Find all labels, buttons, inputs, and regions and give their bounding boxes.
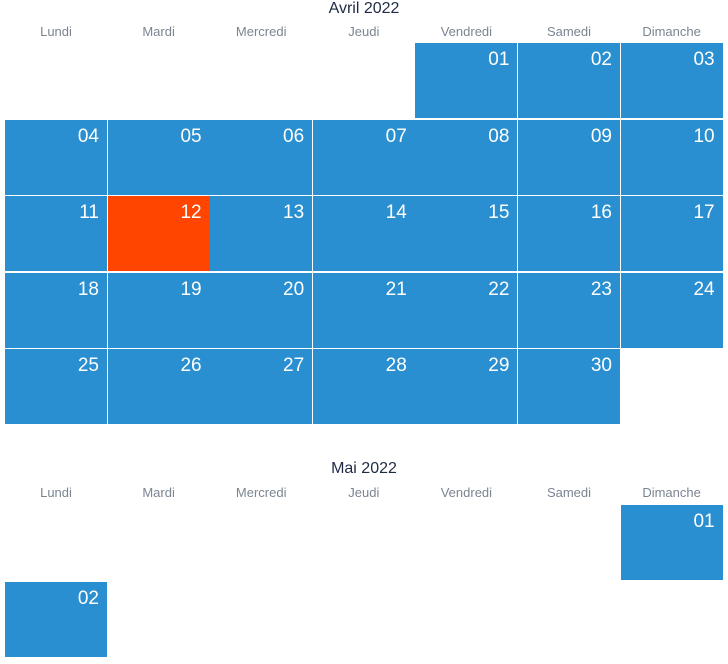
day-cell[interactable]: 29 — [415, 349, 518, 425]
weekday-header: Lundi Mardi Mercredi Jeudi Vendredi Samedi Dim… — [5, 485, 723, 501]
day-cell[interactable]: 26 — [107, 349, 210, 425]
day-cell[interactable]: 18 — [5, 272, 107, 348]
weekday-label: Vendredi — [440, 485, 493, 500]
day-cell[interactable]: 04 — [5, 119, 107, 195]
day-cell[interactable]: 10 — [620, 119, 723, 195]
weekday-label: Mardi — [142, 485, 175, 500]
weekday-label: Jeudi — [348, 24, 380, 39]
weekday-label: Lundi — [40, 24, 72, 39]
day-cell[interactable]: 30 — [518, 349, 620, 425]
day-cell[interactable]: 16 — [518, 196, 620, 272]
day-cell[interactable]: 23 — [518, 272, 620, 348]
day-cell-selected[interactable]: 12 — [107, 196, 210, 272]
day-cell[interactable]: 11 — [5, 196, 107, 272]
weekday-header: Lundi Mardi Mercredi Jeudi Vendredi Samedi Dim… — [5, 24, 723, 40]
weekday-label: Mercredi — [235, 24, 287, 39]
day-cell[interactable]: 02 — [518, 43, 620, 118]
day-cell[interactable]: 24 — [620, 272, 723, 348]
day-cell[interactable]: 14 — [312, 196, 415, 272]
weekday-label: Mercredi — [235, 485, 287, 500]
day-cell[interactable]: 17 — [620, 196, 723, 272]
weekday-label: Dimanche — [642, 485, 701, 500]
day-cell[interactable]: 28 — [312, 349, 415, 425]
day-cell[interactable]: 27 — [210, 349, 313, 425]
month-title: Avril 2022 — [328, 0, 400, 17]
day-cell[interactable]: 21 — [312, 272, 415, 348]
weekday-label: Samedi — [546, 24, 592, 39]
weekday-label: Jeudi — [348, 485, 380, 500]
weekday-label: Dimanche — [642, 24, 701, 39]
month-title: Mai 2022 — [331, 460, 397, 477]
day-cell[interactable]: 15 — [415, 196, 518, 272]
day-cell[interactable]: 09 — [518, 119, 620, 195]
day-cell[interactable]: 07 — [312, 119, 415, 195]
day-cell[interactable]: 08 — [415, 119, 518, 195]
weekday-label: Mardi — [142, 24, 175, 39]
weekday-label: Lundi — [40, 485, 72, 500]
day-cell[interactable]: 25 — [5, 349, 107, 425]
day-cell[interactable]: 01 — [620, 505, 723, 580]
day-cell[interactable]: 03 — [620, 43, 723, 118]
day-cell[interactable]: 19 — [107, 272, 210, 348]
day-cell[interactable]: 06 — [210, 119, 313, 195]
day-cell[interactable]: 20 — [210, 272, 313, 348]
weekday-label: Samedi — [546, 485, 592, 500]
day-cell[interactable]: 05 — [107, 119, 210, 195]
day-cell[interactable]: 01 — [415, 43, 518, 118]
weekday-label: Vendredi — [440, 24, 493, 39]
day-cell[interactable]: 02 — [5, 581, 107, 657]
day-cell[interactable]: 13 — [210, 196, 313, 272]
day-cell[interactable]: 22 — [415, 272, 518, 348]
